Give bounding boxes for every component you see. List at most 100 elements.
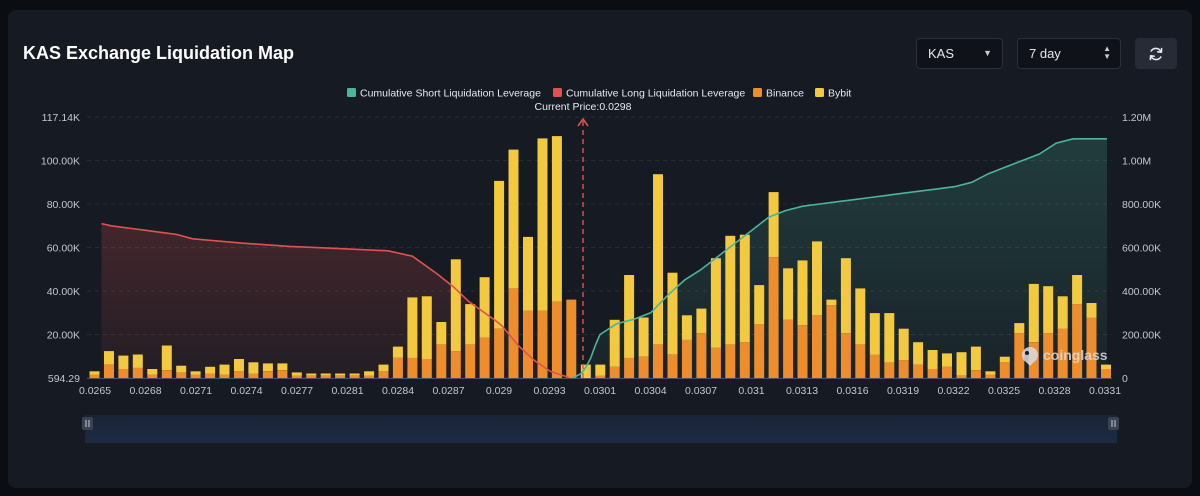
bar-bybit[interactable] xyxy=(869,313,880,355)
bar-bybit[interactable] xyxy=(89,371,100,375)
bar-bybit[interactable] xyxy=(1028,283,1039,343)
bar-binance[interactable] xyxy=(349,375,360,378)
bar-binance[interactable] xyxy=(494,328,505,378)
bar-bybit[interactable] xyxy=(970,346,981,371)
bar-binance[interactable] xyxy=(754,324,765,378)
bar-binance[interactable] xyxy=(1057,328,1068,378)
bar-binance[interactable] xyxy=(595,375,606,378)
bar-binance[interactable] xyxy=(436,344,447,378)
bar-binance[interactable] xyxy=(1072,304,1083,378)
bar-binance[interactable] xyxy=(508,288,519,378)
bar-binance[interactable] xyxy=(970,370,981,378)
bar-bybit[interactable] xyxy=(884,313,895,363)
bar-binance[interactable] xyxy=(234,371,244,378)
bar-bybit[interactable] xyxy=(797,260,808,326)
bar-binance[interactable] xyxy=(147,374,158,378)
bar-bybit[interactable] xyxy=(262,363,273,372)
bar-bybit[interactable] xyxy=(421,296,432,359)
bar-bybit[interactable] xyxy=(985,371,996,375)
bar-binance[interactable] xyxy=(176,372,187,378)
bar-binance[interactable] xyxy=(681,339,692,378)
range-slider[interactable] xyxy=(82,415,1119,443)
bar-binance[interactable] xyxy=(884,362,895,378)
bar-binance[interactable] xyxy=(609,366,620,378)
bar-bybit[interactable] xyxy=(508,149,519,289)
bar-bybit[interactable] xyxy=(277,363,288,371)
bar-binance[interactable] xyxy=(335,375,346,378)
legend-item[interactable]: Binance xyxy=(753,88,804,100)
bar-binance[interactable] xyxy=(855,344,866,378)
bar-binance[interactable] xyxy=(205,373,216,379)
bar-binance[interactable] xyxy=(710,347,721,378)
bar-binance[interactable] xyxy=(248,373,259,379)
bar-bybit[interactable] xyxy=(710,258,721,348)
slider-handle-right[interactable] xyxy=(1108,417,1119,430)
slider-handle-left[interactable] xyxy=(82,417,93,430)
bar-bybit[interactable] xyxy=(450,259,461,352)
bar-bybit[interactable] xyxy=(1014,323,1025,334)
bar-bybit[interactable] xyxy=(320,373,331,376)
bar-binance[interactable] xyxy=(797,325,808,378)
bar-binance[interactable] xyxy=(985,374,996,378)
bar-bybit[interactable] xyxy=(1086,303,1097,318)
bar-binance[interactable] xyxy=(725,344,736,378)
bar-bybit[interactable] xyxy=(147,369,158,375)
bar-binance[interactable] xyxy=(566,299,577,378)
bar-bybit[interactable] xyxy=(248,362,259,374)
bar-binance[interactable] xyxy=(364,375,375,378)
bar-bybit[interactable] xyxy=(624,275,635,358)
bar-binance[interactable] xyxy=(1101,369,1111,378)
bar-bybit[interactable] xyxy=(855,288,866,345)
bar-binance[interactable] xyxy=(638,356,649,378)
bar-bybit[interactable] xyxy=(551,136,562,302)
bar-binance[interactable] xyxy=(999,362,1010,378)
bar-bybit[interactable] xyxy=(580,364,591,378)
bar-bybit[interactable] xyxy=(306,373,317,376)
bar-bybit[interactable] xyxy=(190,371,201,375)
refresh-button[interactable] xyxy=(1135,38,1177,69)
bar-binance[interactable] xyxy=(1014,333,1025,378)
bar-binance[interactable] xyxy=(407,357,418,378)
bar-bybit[interactable] xyxy=(667,272,678,355)
bar-binance[interactable] xyxy=(942,366,952,378)
bar-binance[interactable] xyxy=(956,375,967,378)
bar-binance[interactable] xyxy=(450,351,461,378)
bar-bybit[interactable] xyxy=(913,342,924,365)
bar-bybit[interactable] xyxy=(956,352,967,376)
bar-binance[interactable] xyxy=(421,359,432,378)
bar-bybit[interactable] xyxy=(1072,275,1083,305)
bar-bybit[interactable] xyxy=(739,234,750,343)
legend-item[interactable]: Cumulative Long Liquidation Leverage xyxy=(553,88,745,100)
bar-bybit[interactable] xyxy=(812,241,822,316)
bar-binance[interactable] xyxy=(306,375,317,378)
bar-binance[interactable] xyxy=(89,374,100,378)
range-select[interactable]: 7 day ▲ ▼ xyxy=(1017,38,1121,69)
bar-bybit[interactable] xyxy=(392,346,403,358)
bar-bybit[interactable] xyxy=(1057,296,1068,329)
bar-bybit[interactable] xyxy=(291,372,302,376)
bar-bybit[interactable] xyxy=(754,285,765,325)
bar-bybit[interactable] xyxy=(942,353,952,367)
bar-bybit[interactable] xyxy=(638,317,649,357)
bar-binance[interactable] xyxy=(667,354,678,379)
bar-bybit[interactable] xyxy=(364,371,375,376)
bar-bybit[interactable] xyxy=(696,308,707,334)
bar-binance[interactable] xyxy=(551,301,562,378)
bar-binance[interactable] xyxy=(812,315,822,378)
bar-binance[interactable] xyxy=(913,364,924,378)
symbol-select[interactable]: KAS ▼ xyxy=(916,38,1003,69)
bar-bybit[interactable] xyxy=(653,174,663,345)
bar-binance[interactable] xyxy=(624,357,635,378)
bar-binance[interactable] xyxy=(320,375,331,378)
bar-bybit[interactable] xyxy=(205,366,216,374)
bar-bybit[interactable] xyxy=(436,322,447,345)
bar-bybit[interactable] xyxy=(176,365,187,373)
bar-binance[interactable] xyxy=(104,364,114,378)
bar-binance[interactable] xyxy=(132,367,143,378)
bar-bybit[interactable] xyxy=(840,258,851,334)
bar-bybit[interactable] xyxy=(609,319,620,367)
bar-bybit[interactable] xyxy=(234,359,244,372)
bar-bybit[interactable] xyxy=(783,268,794,320)
bar-bybit[interactable] xyxy=(1101,364,1111,370)
bar-binance[interactable] xyxy=(523,310,533,378)
